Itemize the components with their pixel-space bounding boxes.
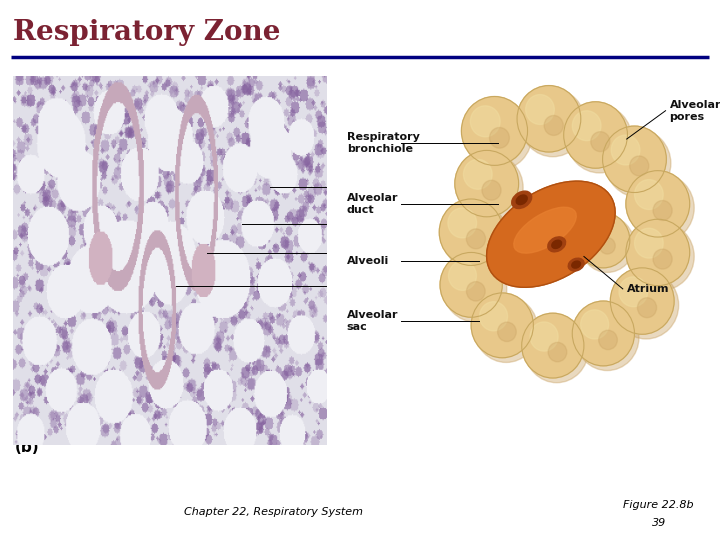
Ellipse shape <box>516 195 527 205</box>
Circle shape <box>448 208 477 238</box>
Circle shape <box>626 219 690 286</box>
Circle shape <box>462 97 528 165</box>
Circle shape <box>467 282 485 301</box>
Circle shape <box>439 199 503 265</box>
Circle shape <box>449 261 477 291</box>
Circle shape <box>526 94 554 124</box>
Circle shape <box>629 174 694 242</box>
Circle shape <box>630 156 649 176</box>
Ellipse shape <box>568 258 584 271</box>
Circle shape <box>599 330 617 350</box>
Text: Alveoli: Alveoli <box>347 255 389 266</box>
Circle shape <box>564 102 627 168</box>
Circle shape <box>572 301 634 366</box>
Circle shape <box>613 271 679 339</box>
Circle shape <box>591 132 610 152</box>
Circle shape <box>544 204 569 229</box>
Circle shape <box>525 316 588 383</box>
Ellipse shape <box>552 240 562 248</box>
Circle shape <box>544 116 563 136</box>
Circle shape <box>637 298 657 318</box>
Circle shape <box>498 322 516 341</box>
Text: Figure 22.8b: Figure 22.8b <box>624 500 694 510</box>
Circle shape <box>482 180 501 200</box>
Circle shape <box>606 130 671 197</box>
Circle shape <box>522 313 584 378</box>
Circle shape <box>619 277 648 307</box>
Ellipse shape <box>572 261 580 268</box>
Circle shape <box>560 221 577 238</box>
Circle shape <box>467 229 485 249</box>
Ellipse shape <box>514 207 576 253</box>
Circle shape <box>455 151 518 217</box>
Circle shape <box>458 154 523 221</box>
Text: Alveolar
sac: Alveolar sac <box>347 310 398 332</box>
Circle shape <box>443 202 508 270</box>
Text: 39: 39 <box>652 518 666 529</box>
Circle shape <box>575 305 639 370</box>
Circle shape <box>490 127 509 148</box>
Circle shape <box>530 322 558 351</box>
Ellipse shape <box>487 181 615 287</box>
Circle shape <box>584 220 608 245</box>
Ellipse shape <box>548 237 566 252</box>
Circle shape <box>548 342 567 362</box>
Circle shape <box>537 195 592 253</box>
Text: Atrium: Atrium <box>626 284 669 294</box>
Circle shape <box>611 135 640 165</box>
Circle shape <box>464 159 492 189</box>
Circle shape <box>577 213 630 268</box>
Circle shape <box>517 85 581 152</box>
Text: Respiratory
bronchiole: Respiratory bronchiole <box>347 132 420 154</box>
Circle shape <box>629 222 694 291</box>
Circle shape <box>474 296 538 362</box>
Circle shape <box>653 200 672 220</box>
Circle shape <box>471 293 534 358</box>
Circle shape <box>464 100 532 170</box>
Ellipse shape <box>512 191 531 208</box>
Circle shape <box>626 171 690 237</box>
Text: Alveolar
pores: Alveolar pores <box>670 100 720 122</box>
Circle shape <box>444 256 507 322</box>
Text: Alveolar
duct: Alveolar duct <box>347 193 398 214</box>
Circle shape <box>580 216 634 273</box>
Text: (b): (b) <box>14 440 39 455</box>
Circle shape <box>567 105 632 173</box>
Circle shape <box>603 126 666 192</box>
Circle shape <box>572 111 601 140</box>
Circle shape <box>599 238 616 254</box>
Circle shape <box>541 199 596 257</box>
Circle shape <box>470 106 500 137</box>
Text: Respiratory Zone: Respiratory Zone <box>13 19 281 46</box>
Circle shape <box>653 249 672 269</box>
Circle shape <box>580 310 608 339</box>
Circle shape <box>480 302 508 331</box>
Text: Chapter 22, Respiratory System: Chapter 22, Respiratory System <box>184 507 363 517</box>
Circle shape <box>634 228 663 258</box>
Circle shape <box>611 268 674 334</box>
Circle shape <box>440 253 503 318</box>
Circle shape <box>634 180 663 210</box>
Circle shape <box>521 89 585 157</box>
